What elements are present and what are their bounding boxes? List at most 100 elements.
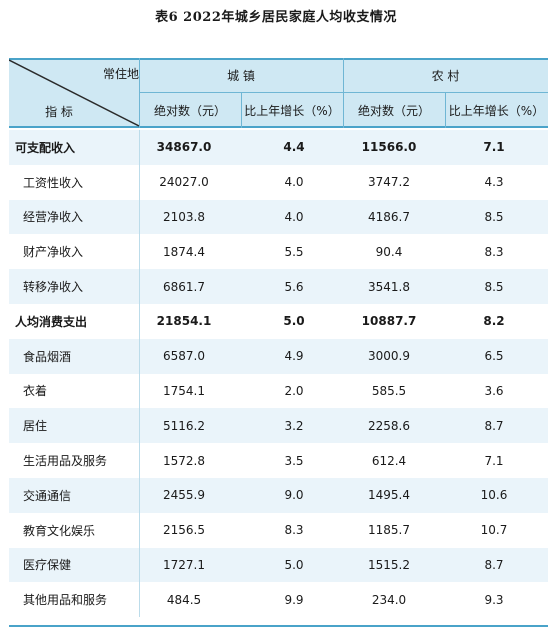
group-rural-header: 农 村: [431, 68, 460, 83]
header-bottom-rule: [9, 126, 548, 128]
row-divider: [139, 408, 140, 444]
urban-abs-value: 2455.9: [163, 488, 205, 503]
rural-abs-value: 3000.9: [368, 349, 410, 364]
row-label: 经营净收入: [23, 210, 84, 225]
rural-growth-value: 10.7: [480, 523, 508, 538]
urban-abs-value: 1727.1: [163, 557, 205, 572]
urban-growth-value: 5.0: [283, 314, 305, 329]
header-divider-group: [343, 58, 344, 128]
row-divider: [139, 164, 140, 200]
urban-growth-value: 5.0: [284, 557, 304, 572]
urban-growth-value: 4.0: [284, 175, 304, 190]
urban-growth-value: 5.6: [284, 279, 304, 294]
header-sub-rule: [139, 92, 548, 93]
rural-growth-value: 4.3: [484, 175, 504, 190]
row-label: 工资性收入: [23, 175, 84, 190]
urban-abs-value: 1572.8: [163, 453, 205, 468]
col-abs-urban: 绝对数（元）: [153, 103, 226, 118]
row-label: 衣着: [23, 384, 48, 399]
header-divider-urban: [241, 92, 242, 128]
rural-abs-value: 4186.7: [368, 209, 410, 224]
urban-growth-value: 4.9: [284, 349, 304, 364]
urban-abs-value: 6861.7: [163, 279, 205, 294]
rural-growth-value: 10.6: [480, 488, 508, 503]
rural-growth-value: 8.7: [484, 418, 504, 433]
row-divider: [139, 443, 140, 478]
row-label: 转移净收入: [23, 280, 84, 295]
header-top-rule: [9, 58, 548, 60]
urban-abs-value: 484.5: [166, 592, 202, 607]
rural-growth-value: 8.3: [484, 244, 504, 259]
row-label: 医疗保健: [23, 558, 72, 573]
corner-diagonal: [9, 59, 139, 127]
table-row: 经营净收入 2103.8 4.0 4186.7 8.5: [9, 199, 548, 235]
rural-abs-value: 3747.2: [368, 175, 410, 190]
rural-growth-value: 6.5: [484, 349, 504, 364]
rural-growth-value: 3.6: [484, 383, 504, 398]
urban-growth-value: 2.0: [284, 383, 304, 398]
rural-abs-value: 585.5: [371, 383, 407, 398]
row-divider: [139, 199, 140, 235]
col-growth-rural: 比上年增长（%）: [448, 103, 545, 118]
table-row: 医疗保健 1727.1 5.0 1515.2 8.7: [9, 547, 548, 583]
urban-growth-value: 5.5: [284, 244, 304, 259]
row-label: 生活用品及服务: [23, 454, 108, 469]
table-row: 教育文化娱乐 2156.5 8.3 1185.7 10.7: [9, 512, 548, 548]
row-label: 食品烟酒: [23, 349, 72, 364]
table-row: 人均消费支出 21854.1 5.0 10887.7 8.2: [9, 304, 548, 339]
urban-growth-value: 4.4: [283, 140, 305, 155]
urban-growth-value: 9.0: [284, 488, 304, 503]
table-bottom-rule: [9, 625, 548, 627]
table-row: 可支配收入 34867.0 4.4 11566.0 7.1: [9, 130, 548, 165]
row-divider: [139, 512, 140, 548]
col-abs-rural: 绝对数（元）: [357, 103, 430, 118]
corner-bottom-label: 指 标: [45, 104, 73, 119]
rural-growth-value: 8.5: [484, 279, 504, 294]
rural-abs-value: 90.4: [375, 244, 403, 259]
rural-growth-value: 8.5: [484, 209, 504, 224]
row-label: 财产净收入: [23, 245, 84, 260]
row-divider: [139, 373, 140, 409]
header-divider-corner: [139, 58, 140, 128]
row-divider: [139, 582, 140, 618]
table-header: 常住地 指 标 城 镇 农 村 绝对数（元） 比上年增长（%） 绝对数（元） 比…: [9, 58, 548, 128]
corner-top-label: 常住地: [102, 66, 139, 81]
urban-abs-value: 2156.5: [163, 523, 205, 538]
group-urban-header: 城 镇: [227, 68, 255, 83]
rural-growth-value: 8.2: [483, 314, 505, 329]
urban-abs-value: 5116.2: [163, 418, 205, 433]
row-divider: [139, 130, 140, 165]
urban-abs-value: 1874.4: [163, 244, 205, 259]
table-row: 食品烟酒 6587.0 4.9 3000.9 6.5: [9, 338, 548, 374]
rural-growth-value: 8.7: [484, 557, 504, 572]
table-row: 其他用品和服务 484.5 9.9 234.0 9.3: [9, 582, 548, 618]
row-divider: [139, 304, 140, 339]
row-label: 教育文化娱乐: [23, 523, 96, 538]
rural-abs-value: 3541.8: [368, 279, 410, 294]
urban-growth-value: 3.5: [284, 453, 304, 468]
header-background: [9, 58, 548, 128]
row-label: 可支配收入: [15, 140, 76, 155]
urban-abs-value: 1754.1: [163, 383, 205, 398]
rural-abs-value: 1495.4: [368, 488, 410, 503]
table-row: 衣着 1754.1 2.0 585.5 3.6: [9, 373, 548, 409]
rural-abs-value: 612.4: [371, 453, 407, 468]
row-label: 居住: [23, 419, 48, 434]
table-row: 工资性收入 24027.0 4.0 3747.2 4.3: [9, 164, 548, 200]
row-divider: [139, 269, 140, 304]
rural-abs-value: 234.0: [371, 592, 407, 607]
rural-abs-value: 2258.6: [368, 418, 410, 433]
header-divider-rural: [445, 92, 446, 128]
table-row: 财产净收入 1874.4 5.5 90.4 8.3: [9, 234, 548, 270]
urban-abs-value: 24027.0: [159, 175, 209, 190]
table-row: 居住 5116.2 3.2 2258.6 8.7: [9, 408, 548, 444]
urban-growth-value: 3.2: [284, 418, 304, 433]
table-row: 生活用品及服务 1572.8 3.5 612.4 7.1: [9, 443, 548, 478]
table-title: 表6 2022年城乡居民家庭人均收支情况: [155, 10, 397, 25]
rural-abs-value: 11566.0: [361, 140, 417, 155]
row-divider: [139, 547, 140, 583]
urban-growth-value: 4.0: [284, 209, 304, 224]
row-label: 其他用品和服务: [23, 593, 108, 608]
urban-abs-value: 2103.8: [163, 209, 205, 224]
urban-abs-value: 34867.0: [156, 140, 212, 155]
